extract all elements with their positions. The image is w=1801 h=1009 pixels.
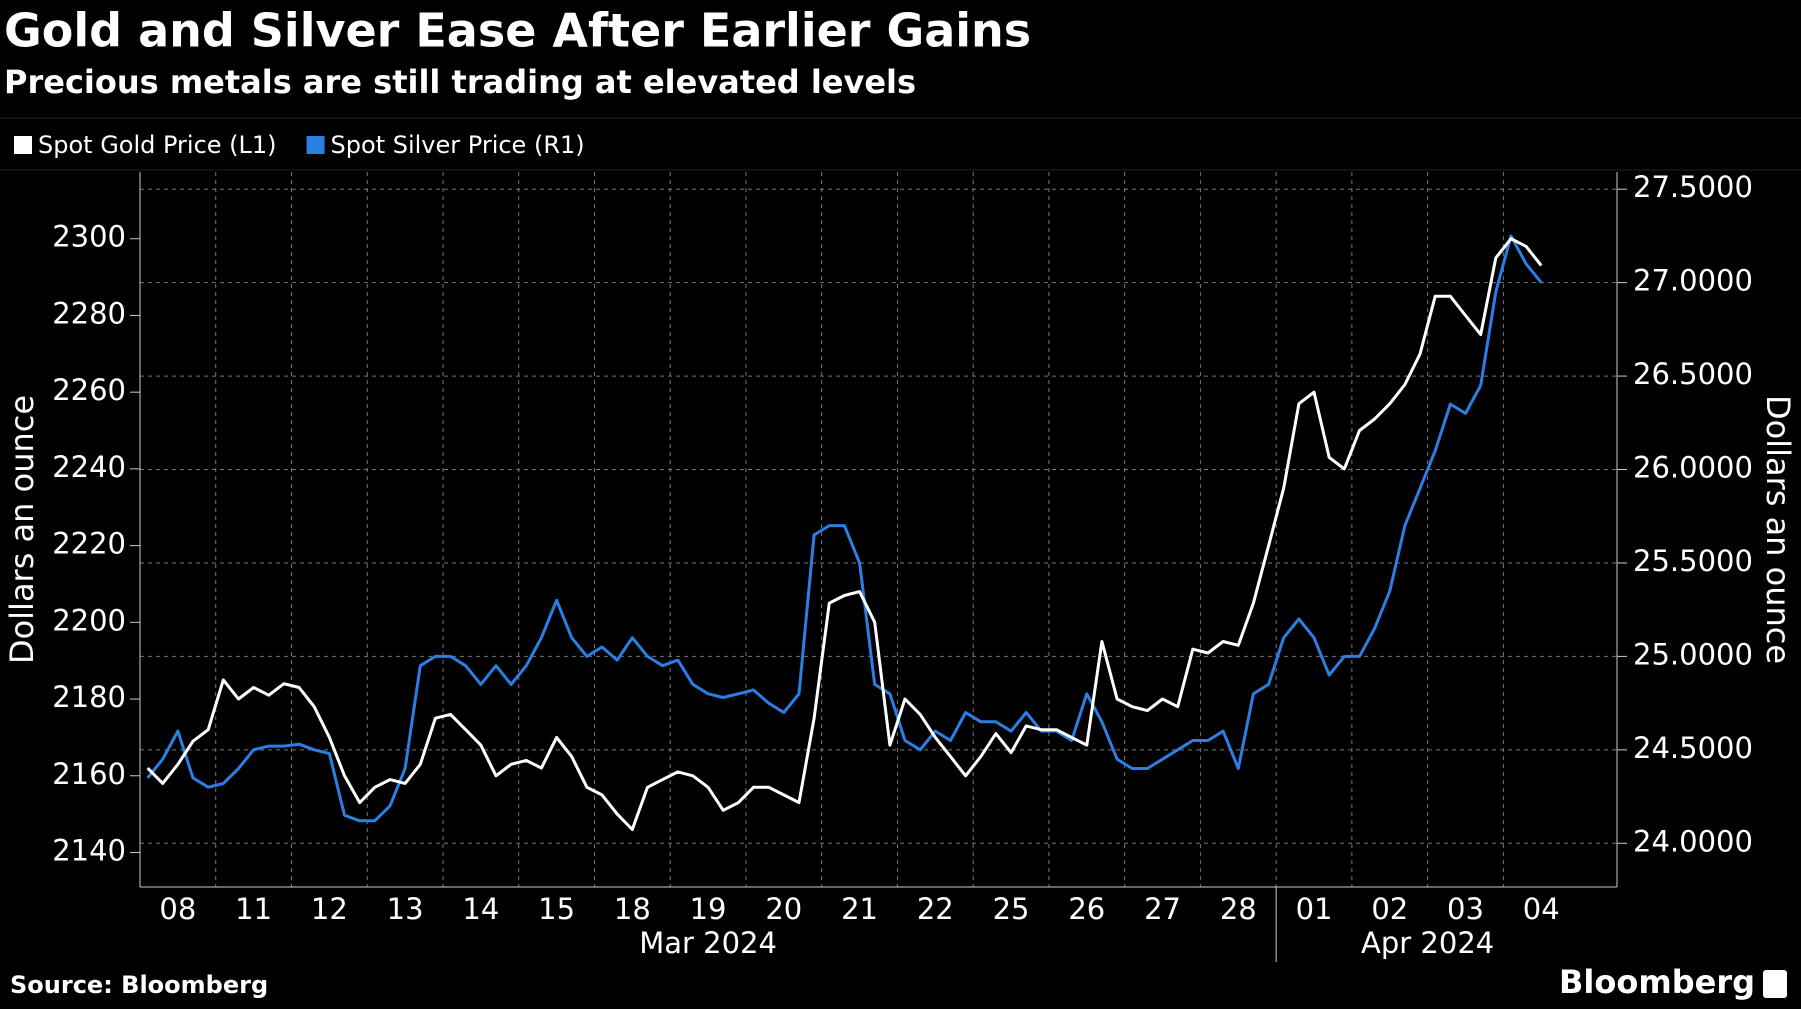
y-tick-label: 2280 [52,296,126,330]
x-tick-label: 13 [387,892,424,926]
chart-subtitle: Precious metals are still trading at ele… [4,63,916,101]
y2-axis-title: Dollars an ounce [1759,395,1797,664]
y2-tick-label: 27.0000 [1633,264,1753,298]
legend-label: Spot Gold Price (L1) [38,131,277,159]
x-tick-label: 19 [690,892,727,926]
x-tick-label: 11 [235,892,272,926]
chart-title: Gold and Silver Ease After Earlier Gains [4,4,1031,58]
x-tick-label: 27 [1144,892,1181,926]
y-tick-label: 2160 [52,757,126,791]
y-tick-label: 2220 [52,527,126,561]
x-tick-label: 04 [1523,892,1560,926]
x-tick-label: 15 [538,892,575,926]
series-line [146,237,1543,831]
x-tick-label: 02 [1371,892,1408,926]
x-tick-label: 21 [841,892,878,926]
y2-tick-label: 24.5000 [1633,731,1753,765]
x-tick-label: 14 [462,892,499,926]
series-line [146,234,1543,823]
x-tick-label: 26 [1068,892,1105,926]
legend-swatch [14,136,32,154]
x-tick-label: 01 [1296,892,1333,926]
x-tick-label: 08 [159,892,196,926]
x-tick-label: 25 [993,892,1030,926]
x-tick-label: 12 [311,892,348,926]
x-tick-label: 28 [1220,892,1257,926]
y-tick-label: 2300 [52,220,126,254]
y2-tick-label: 27.5000 [1633,170,1753,204]
x-tick-label: 03 [1447,892,1484,926]
brand-icon [1763,970,1787,998]
x-tick-label: 22 [917,892,954,926]
y2-tick-label: 25.0000 [1633,637,1753,671]
y-tick-label: 2180 [52,680,126,714]
y2-tick-label: 26.5000 [1633,357,1753,391]
legend-label: Spot Silver Price (R1) [331,131,585,159]
y-tick-label: 2260 [52,373,126,407]
y-axis-title: Dollars an ounce [3,395,41,664]
month-label: Apr 2024 [1361,926,1494,960]
y-tick-label: 2140 [52,833,126,867]
source: Source: Bloomberg [10,971,268,999]
y2-tick-label: 25.5000 [1633,544,1753,578]
y2-tick-label: 26.0000 [1633,451,1753,485]
x-tick-label: 20 [765,892,802,926]
y-tick-label: 2200 [52,603,126,637]
x-tick-label: 18 [614,892,651,926]
y2-tick-label: 24.0000 [1633,824,1753,858]
y-tick-label: 2240 [52,450,126,484]
brand: Bloomberg [1559,963,1755,1001]
month-label: Mar 2024 [639,926,777,960]
legend-swatch [306,136,325,154]
